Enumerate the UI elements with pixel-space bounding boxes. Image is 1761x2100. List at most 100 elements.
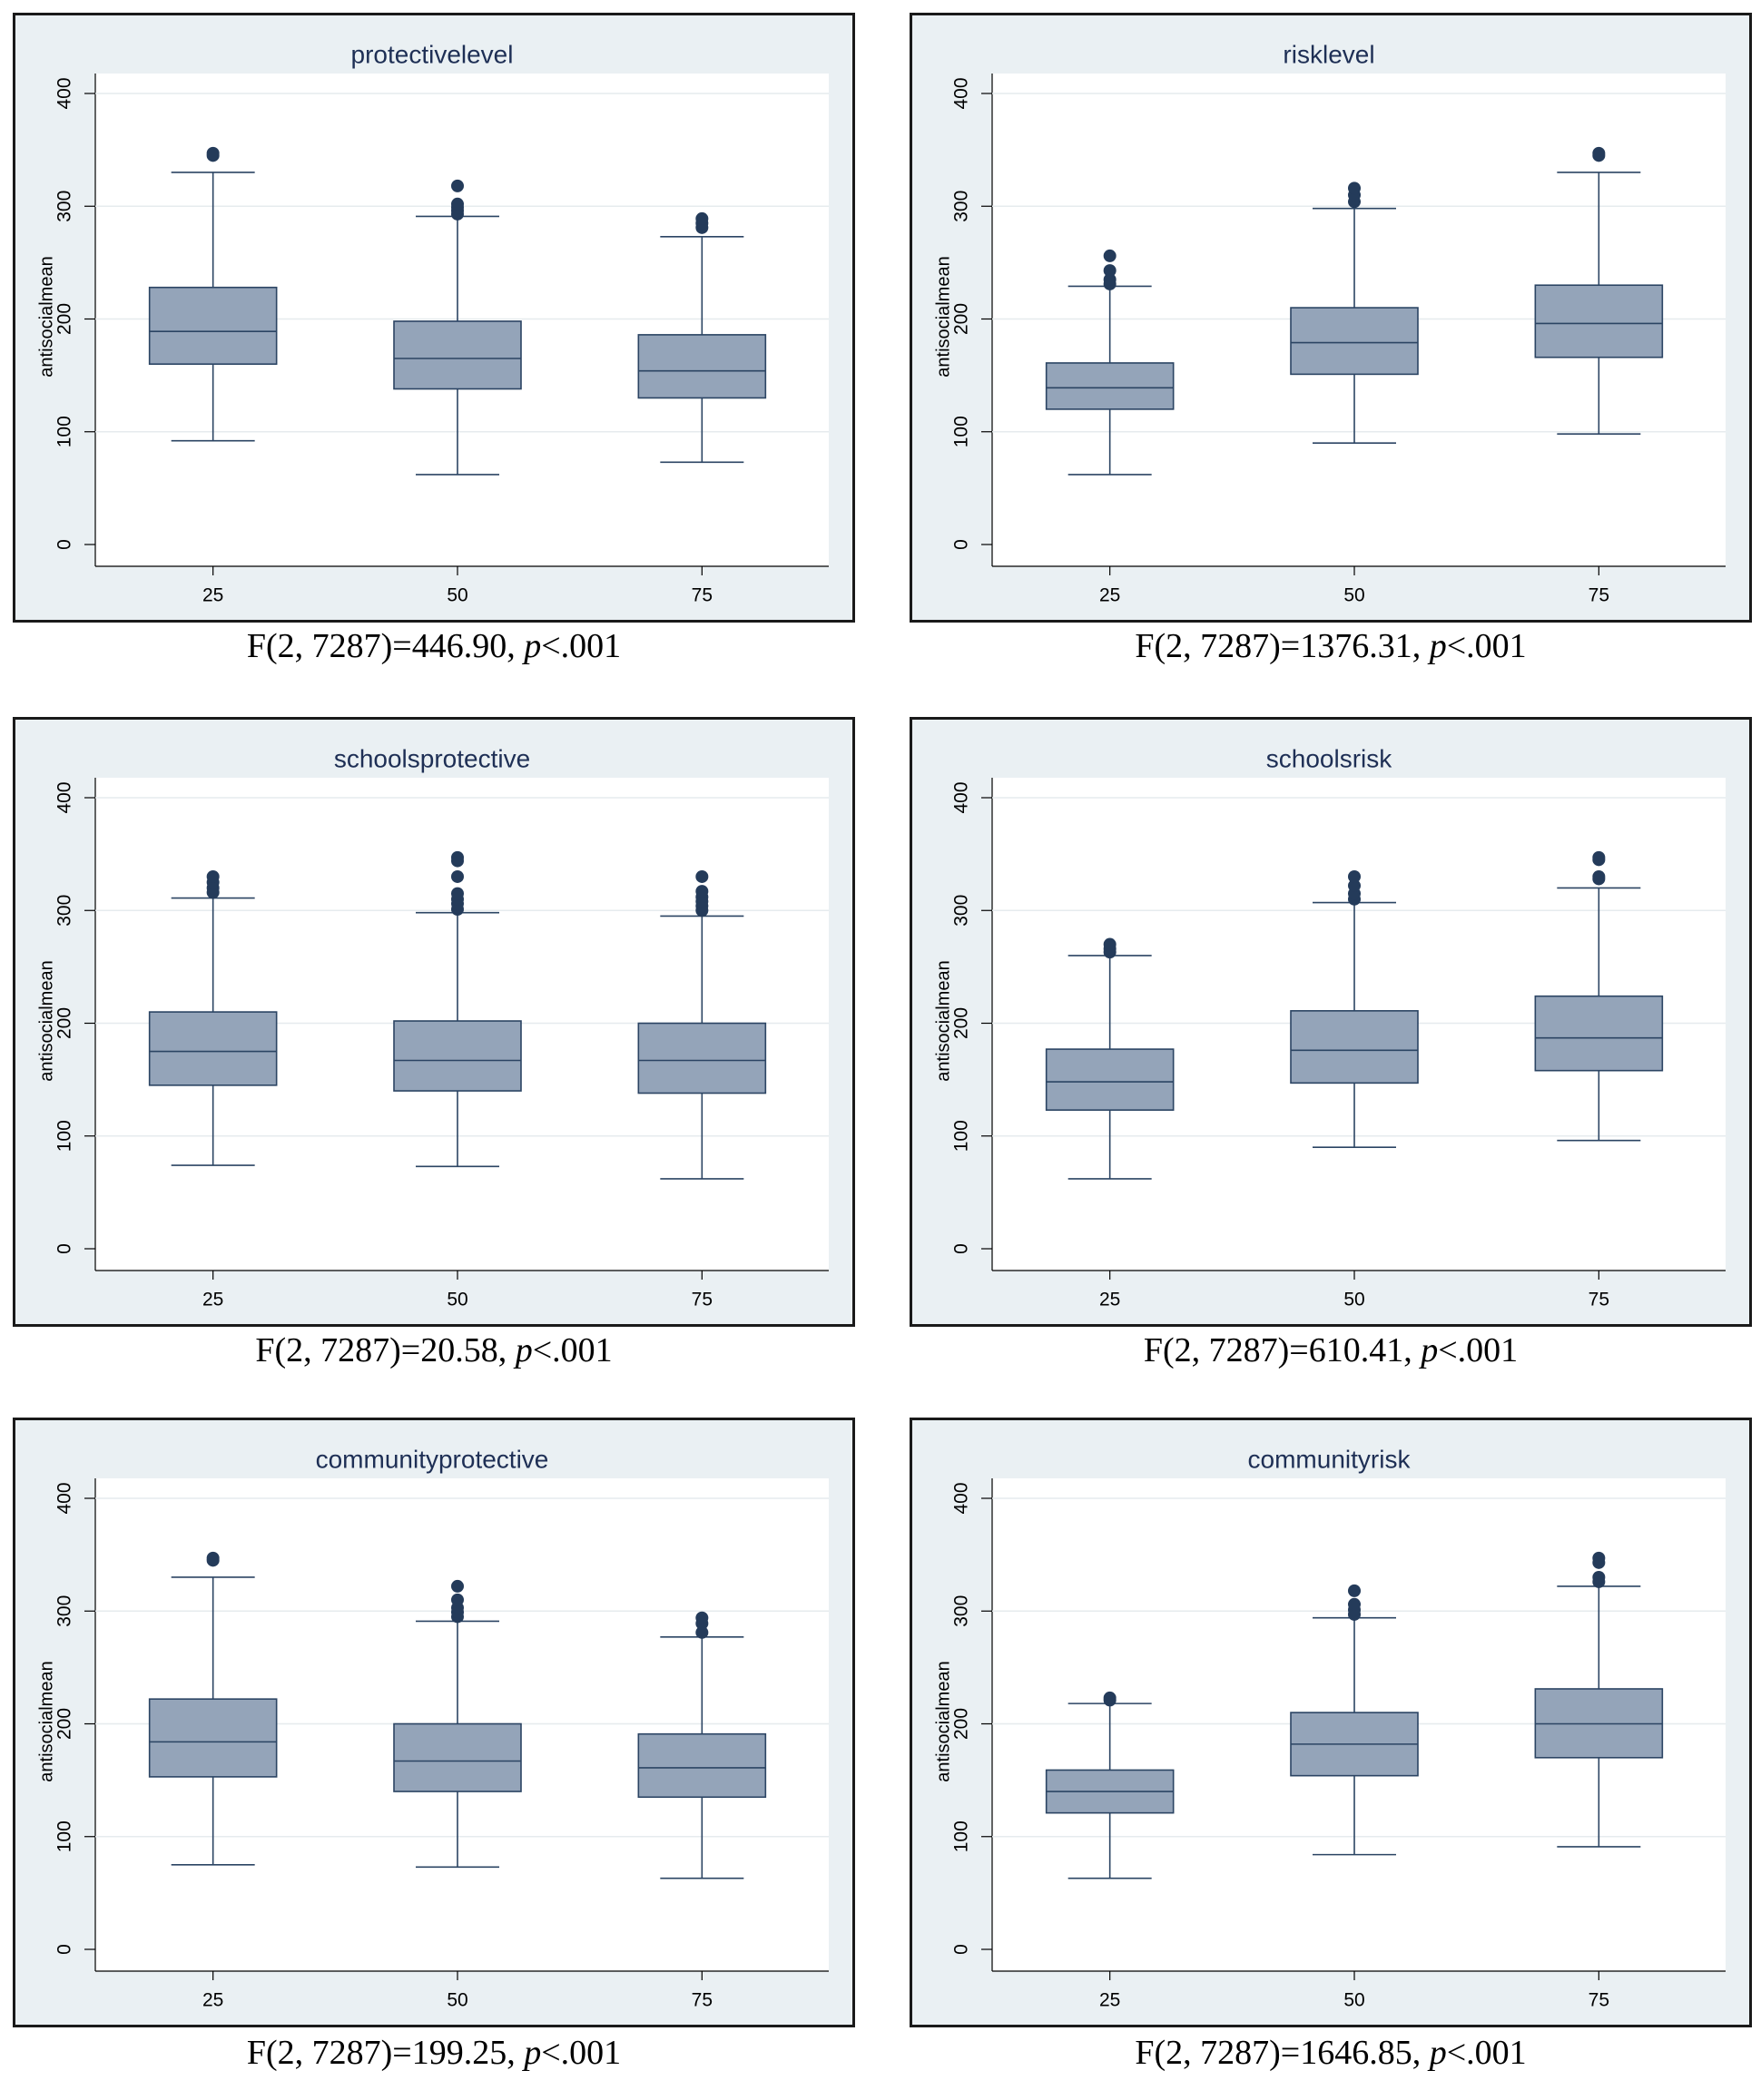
outlier-point	[1103, 273, 1117, 287]
y-tick-label: 100	[951, 1820, 972, 1852]
iqr-box	[148, 1011, 278, 1086]
iqr-box	[1045, 1048, 1175, 1111]
outlier-point	[451, 1579, 464, 1593]
outlier-point	[451, 1593, 464, 1606]
f-statistic: F(2, 7287)=20.58,	[255, 1331, 516, 1369]
y-tick-label: 300	[54, 895, 75, 927]
p-letter: p	[515, 1331, 533, 1369]
x-tick-label: 75	[1589, 1990, 1609, 2011]
x-tick-label: 75	[692, 585, 713, 606]
iqr-box	[637, 1732, 767, 1799]
chart-title: risklevel	[1283, 40, 1374, 68]
iqr-box	[148, 1698, 278, 1778]
y-axis-label: antisocialmean	[36, 256, 56, 377]
box-plot: 0 100 200 300 400 antisocialmean schoolsprotec…	[36, 744, 829, 1310]
chart-title: schoolsprotective	[334, 744, 530, 772]
x-tick-label: 25	[202, 1990, 223, 2011]
iqr-box	[1534, 284, 1664, 358]
box-25	[148, 146, 278, 442]
chart-panel-schoolsrisk: 0 100 200 300 400 antisocialmean schoolsrisk 25…	[910, 717, 1752, 1327]
chart-title: schoolsrisk	[1266, 744, 1392, 772]
outlier-point	[1348, 1584, 1361, 1597]
outlier-point	[695, 869, 709, 883]
p-value: <.001	[1438, 1331, 1519, 1369]
x-tick-label: 50	[447, 1290, 467, 1310]
p-letter: p	[1429, 627, 1447, 665]
chart-title: protectivelevel	[351, 40, 514, 68]
x-tick-label: 50	[1343, 1990, 1364, 2011]
x-tick-label: 75	[1589, 1290, 1609, 1310]
chart-panel-protectivelevel: 0 100 200 300 400 antisocialmean protectivelev…	[13, 13, 855, 623]
x-tick-label: 75	[692, 1990, 713, 2011]
y-tick-label: 100	[951, 1120, 972, 1152]
outlier-point	[451, 887, 464, 900]
y-tick-label: 200	[951, 1007, 972, 1039]
statistic-caption: F(2, 7287)=446.90, p<.001	[7, 619, 861, 673]
outlier-point	[206, 1551, 220, 1565]
x-tick-label: 75	[1589, 585, 1609, 606]
y-tick-label: 200	[951, 1708, 972, 1740]
y-axis-label: antisocialmean	[36, 1661, 56, 1781]
f-statistic: F(2, 7287)=610.41,	[1143, 1331, 1422, 1369]
box-50	[1290, 182, 1419, 444]
outlier-point	[1103, 264, 1117, 278]
iqr-box	[393, 1722, 522, 1792]
chart-title: communityrisk	[1248, 1445, 1412, 1473]
outlier-point	[1103, 937, 1117, 951]
outlier-point	[1348, 878, 1361, 892]
outlier-point	[1348, 182, 1361, 195]
box-75	[637, 869, 767, 1180]
chart-panel-schoolsprotective: 0 100 200 300 400 antisocialmean schoolsprotec…	[13, 717, 855, 1327]
box-75	[637, 1611, 767, 1879]
p-value: <.001	[532, 1331, 613, 1369]
x-tick-label: 50	[1343, 1290, 1364, 1310]
chart-panel-communityprotective: 0 100 200 300 400 antisocialmean communityprot…	[13, 1418, 855, 2027]
box-25	[1045, 249, 1175, 476]
y-tick-label: 100	[54, 1120, 75, 1152]
y-tick-label: 0	[951, 539, 972, 550]
iqr-box	[148, 286, 278, 365]
p-value: <.001	[541, 627, 622, 665]
outlier-point	[695, 211, 709, 225]
statistic-caption: F(2, 7287)=199.25, p<.001	[7, 2026, 861, 2080]
x-tick-label: 25	[202, 585, 223, 606]
y-tick-label: 400	[951, 781, 972, 813]
f-statistic: F(2, 7287)=446.90,	[246, 627, 525, 665]
y-axis-label: antisocialmean	[933, 256, 953, 377]
box-plot: 0 100 200 300 400 antisocialmean risklevel 25 50…	[933, 40, 1726, 606]
x-tick-label: 75	[692, 1290, 713, 1310]
outlier-point	[1348, 1597, 1361, 1611]
x-tick-label: 25	[1099, 585, 1120, 606]
outlier-point	[451, 197, 464, 211]
outlier-point	[451, 850, 464, 864]
outlier-point	[1103, 249, 1117, 262]
x-tick-label: 50	[447, 1990, 467, 2011]
y-tick-label: 300	[54, 191, 75, 222]
box-50	[393, 1579, 522, 1869]
y-tick-label: 300	[951, 895, 972, 927]
iqr-box	[637, 334, 767, 399]
y-axis-label: antisocialmean	[933, 1661, 953, 1781]
box-plot: 0 100 200 300 400 antisocialmean communityrisk…	[933, 1445, 1726, 2011]
iqr-box	[393, 320, 522, 390]
outlier-point	[206, 869, 220, 883]
chart-panel-risklevel: 0 100 200 300 400 antisocialmean risklevel 25 50…	[910, 13, 1752, 623]
outlier-point	[451, 179, 464, 192]
p-value: <.001	[1446, 2034, 1527, 2072]
y-tick-label: 200	[54, 303, 75, 335]
chart-title: communityprotective	[316, 1445, 549, 1473]
y-tick-label: 0	[54, 1243, 75, 1254]
y-tick-label: 100	[54, 416, 75, 447]
outlier-point	[1103, 1691, 1117, 1704]
iqr-box	[1534, 995, 1664, 1072]
box-75	[1534, 850, 1664, 1142]
y-tick-label: 300	[951, 191, 972, 222]
y-tick-label: 0	[951, 1944, 972, 1955]
p-value: <.001	[1446, 627, 1527, 665]
p-letter: p	[524, 2034, 542, 2072]
x-tick-label: 50	[1343, 585, 1364, 606]
f-statistic: F(2, 7287)=1646.85,	[1135, 2034, 1430, 2072]
outlier-point	[451, 869, 464, 883]
p-letter: p	[1429, 2034, 1447, 2072]
